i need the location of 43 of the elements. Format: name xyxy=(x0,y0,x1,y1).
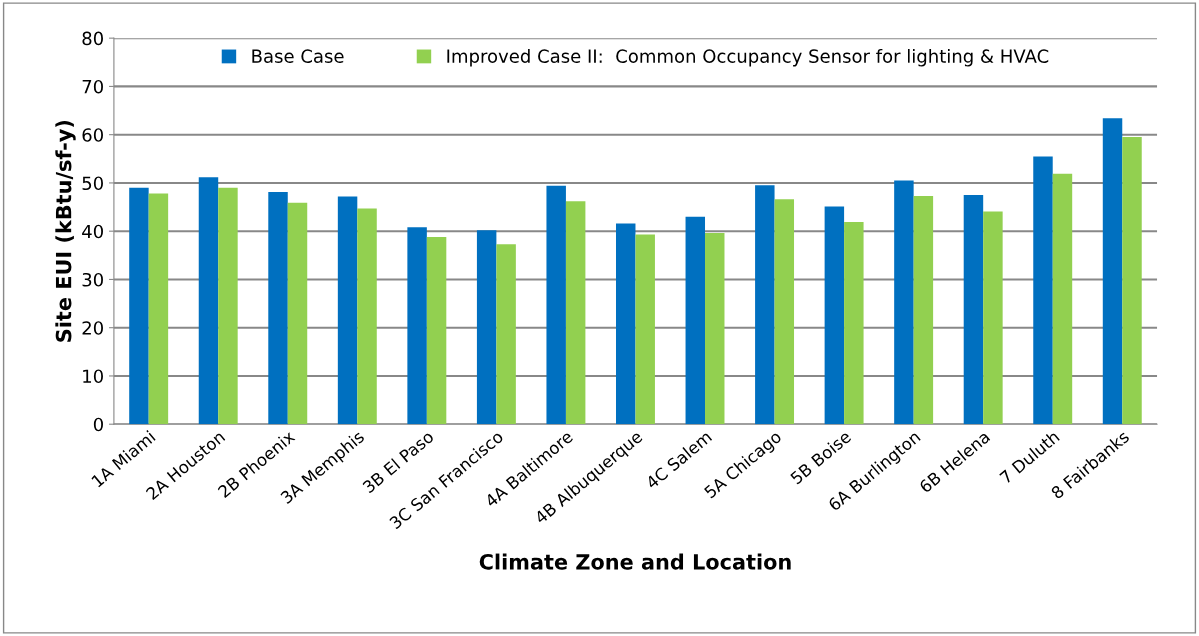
bar xyxy=(426,236,447,425)
bar xyxy=(705,233,725,425)
y-tick-label: 80 xyxy=(82,31,103,46)
y-axis-title: Site EUI (kBtu/sf-y) xyxy=(55,120,76,342)
bar xyxy=(616,223,636,425)
bar xyxy=(148,193,169,425)
bar xyxy=(129,187,149,425)
bar xyxy=(1033,156,1053,425)
y-tick-label: 20 xyxy=(82,321,103,335)
y-tick-label: 10 xyxy=(83,369,103,384)
legend-label: Base Case xyxy=(252,49,344,63)
bar xyxy=(496,244,516,425)
y-tick-label: 70 xyxy=(82,79,103,94)
bar xyxy=(1052,173,1073,425)
bar xyxy=(337,196,358,425)
bar xyxy=(476,230,497,425)
bar xyxy=(546,185,566,425)
bar xyxy=(357,208,377,425)
bar xyxy=(755,185,775,425)
y-tick-label: 30 xyxy=(82,272,103,287)
bar xyxy=(894,180,914,425)
bar xyxy=(913,195,934,425)
bar xyxy=(1102,118,1123,425)
bar xyxy=(774,199,795,425)
bar xyxy=(218,187,238,425)
x-axis-title: Climate Zone and Location xyxy=(479,553,791,570)
bar xyxy=(198,177,219,425)
bar xyxy=(824,206,845,425)
bar xyxy=(685,216,706,425)
bar xyxy=(565,201,586,425)
bar xyxy=(635,234,655,425)
bar xyxy=(963,194,984,425)
bar xyxy=(407,227,427,425)
y-tick-label: 50 xyxy=(82,176,103,191)
bar xyxy=(844,222,864,425)
bar xyxy=(1122,137,1142,425)
y-tick-label: 60 xyxy=(82,128,103,142)
bar xyxy=(268,192,288,425)
bar xyxy=(287,202,308,425)
y-tick-label: 0 xyxy=(93,417,103,432)
y-tick-label: 40 xyxy=(82,224,103,239)
bar xyxy=(983,211,1003,425)
legend-label: Improved Case II: Common Occupancy Sensor for lighting & HVAC xyxy=(447,48,1049,67)
